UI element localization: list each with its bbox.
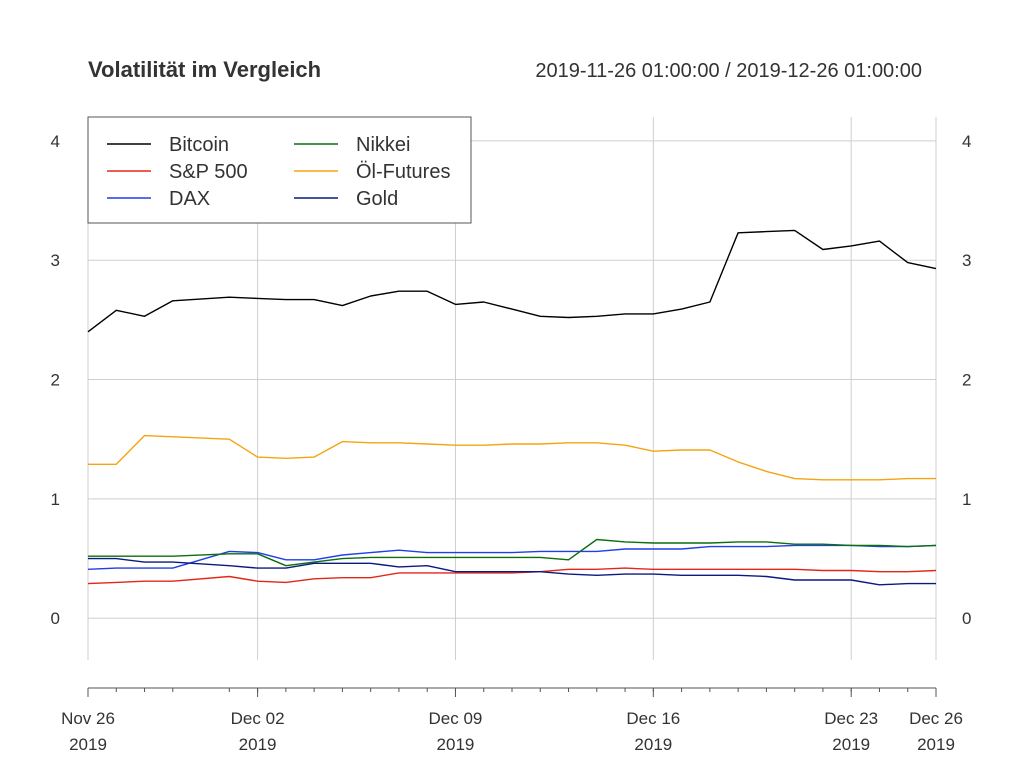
x-tick-label: Dec 02 <box>231 709 285 728</box>
x-tick-label: Dec 16 <box>626 709 680 728</box>
x-tick-year-label: 2019 <box>634 735 672 754</box>
legend-box <box>87 116 472 224</box>
x-tick-year-label: 2019 <box>917 735 955 754</box>
y-tick-label-left: 2 <box>51 371 60 390</box>
series-lines <box>87 229 937 586</box>
x-tick-year-label: 2019 <box>69 735 107 754</box>
date-range-label: 2019-11-26 01:00:00 / 2019-12-26 01:00:0… <box>535 60 922 82</box>
y-tick-label-left: 4 <box>51 132 60 151</box>
legend-label: Nikkei <box>356 134 410 156</box>
legend-label: DAX <box>169 188 210 210</box>
x-tick-year-label: 2019 <box>239 735 277 754</box>
y-tick-label-right: 0 <box>962 609 971 628</box>
y-tick-label-left: 0 <box>51 609 60 628</box>
series-line-gold <box>88 557 936 586</box>
y-axis-right: 0 1 2 3 4 <box>962 132 971 628</box>
x-tick-label: Nov 26 <box>61 709 115 728</box>
series-line-bitcoin <box>87 229 937 333</box>
x-axis: Nov 26 2019 Dec 02 2019 Dec 09 2019 Dec 16 2019… <box>61 687 963 754</box>
y-tick-label-left: 3 <box>51 251 60 270</box>
y-tick-label-right: 2 <box>962 371 971 390</box>
y-tick-label-left: 1 <box>51 490 60 509</box>
legend: Bitcoin S&P 500 DAX Nikkei Öl-Futures Gold <box>87 116 472 224</box>
y-axis-left: 0 1 2 3 4 <box>51 132 60 628</box>
series-line-dax <box>87 544 937 570</box>
x-tick-year-label: 2019 <box>437 735 475 754</box>
x-tick-label: Dec 26 <box>909 709 963 728</box>
legend-label: S&P 500 <box>169 161 248 183</box>
y-tick-label-right: 4 <box>962 132 971 151</box>
x-tick-label: Dec 09 <box>429 709 483 728</box>
legend-label: Öl-Futures <box>356 161 450 183</box>
series-line-s-p-500 <box>87 567 937 585</box>
x-tick-year-label: 2019 <box>832 735 870 754</box>
chart-title: Volatilität im Vergleich <box>88 57 321 82</box>
series-line-nikkei <box>88 538 937 567</box>
legend-label: Bitcoin <box>169 134 229 156</box>
y-tick-label-right: 1 <box>962 490 971 509</box>
series-line--l-futures <box>88 434 936 481</box>
legend-label: Gold <box>356 188 398 210</box>
x-tick-label: Dec 23 <box>824 709 878 728</box>
y-tick-label-right: 3 <box>962 251 971 270</box>
